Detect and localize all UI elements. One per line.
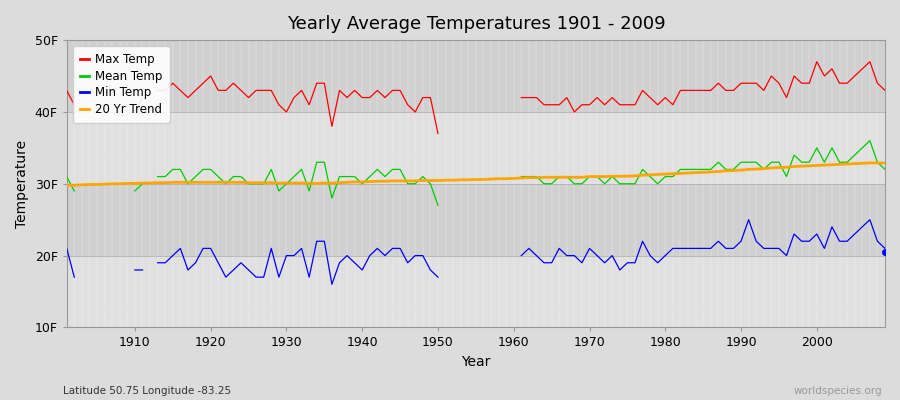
Text: worldspecies.org: worldspecies.org [794,386,882,396]
Legend: Max Temp, Mean Temp, Min Temp, 20 Yr Trend: Max Temp, Mean Temp, Min Temp, 20 Yr Tre… [73,46,169,123]
Bar [67,184,885,256]
Text: Latitude 50.75 Longitude -83.25: Latitude 50.75 Longitude -83.25 [63,386,231,396]
Bar [67,256,885,328]
Bar [67,112,885,184]
Bar [67,40,885,112]
X-axis label: Year: Year [461,355,491,369]
Title: Yearly Average Temperatures 1901 - 2009: Yearly Average Temperatures 1901 - 2009 [286,15,665,33]
Y-axis label: Temperature: Temperature [15,140,29,228]
